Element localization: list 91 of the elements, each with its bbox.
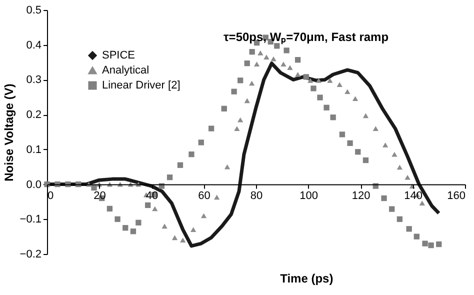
point bbox=[106, 206, 113, 212]
point bbox=[339, 132, 346, 138]
x-tick-label: 20 bbox=[94, 190, 106, 202]
y-tick-label: 0.5 bbox=[26, 4, 42, 16]
point bbox=[372, 126, 378, 131]
point bbox=[234, 126, 240, 131]
point bbox=[327, 78, 333, 83]
point bbox=[254, 62, 260, 66]
point bbox=[224, 164, 230, 170]
point bbox=[362, 157, 369, 164]
point bbox=[231, 88, 237, 94]
legend-label: Linear Driver [2] bbox=[102, 80, 180, 92]
point bbox=[208, 126, 214, 132]
y-tick-label: 0.0 bbox=[26, 178, 42, 191]
point bbox=[152, 206, 158, 212]
x-tick-label: 120 bbox=[352, 190, 370, 202]
point bbox=[248, 80, 255, 86]
point bbox=[198, 140, 204, 146]
point bbox=[352, 96, 358, 101]
point bbox=[177, 162, 184, 168]
point bbox=[200, 213, 207, 218]
point bbox=[362, 113, 369, 118]
point bbox=[162, 224, 168, 229]
point bbox=[294, 72, 301, 77]
point bbox=[355, 149, 361, 155]
point bbox=[419, 200, 425, 206]
point bbox=[414, 234, 420, 240]
point bbox=[284, 48, 290, 54]
x-tick-label: 0 bbox=[48, 190, 54, 202]
point bbox=[244, 98, 250, 104]
point bbox=[249, 49, 255, 55]
point bbox=[317, 94, 323, 100]
point bbox=[280, 62, 286, 66]
point bbox=[316, 78, 322, 83]
point bbox=[258, 50, 264, 56]
point bbox=[91, 184, 97, 191]
legend-label: Analytical bbox=[102, 64, 150, 76]
point bbox=[303, 74, 309, 80]
point bbox=[264, 54, 270, 60]
y-tick-label: −0.2 bbox=[20, 248, 42, 260]
point bbox=[180, 238, 186, 243]
y-tick-label: 0.3 bbox=[26, 74, 42, 86]
point bbox=[287, 65, 293, 70]
point bbox=[145, 202, 151, 208]
point bbox=[396, 164, 403, 170]
x-tick-label: 140 bbox=[404, 190, 422, 202]
point bbox=[396, 216, 403, 222]
point bbox=[406, 226, 412, 232]
point bbox=[389, 206, 395, 212]
y-tick-label: −0.1 bbox=[20, 214, 42, 226]
point bbox=[214, 194, 220, 200]
y-tick-label: 0.1 bbox=[26, 144, 42, 156]
x-tick-label: 60 bbox=[198, 190, 210, 202]
point bbox=[336, 82, 342, 88]
y-axis-title: Noise Voltage (V) bbox=[2, 84, 16, 182]
y-tick-label: 0.2 bbox=[26, 109, 42, 122]
point bbox=[324, 104, 330, 110]
text: τ=50ps, Wₚ=70μm, Fast ramp bbox=[223, 30, 389, 45]
x-axis-title: Time (ps) bbox=[280, 272, 334, 286]
y-tick-label: 0.4 bbox=[26, 39, 42, 52]
point bbox=[308, 78, 314, 83]
legend-label: SPICE bbox=[102, 50, 136, 62]
point bbox=[404, 174, 410, 180]
point bbox=[244, 60, 250, 66]
x-tick-label: 40 bbox=[146, 190, 158, 202]
point bbox=[310, 86, 316, 92]
point bbox=[122, 225, 128, 231]
x-tick-label: 160 bbox=[447, 190, 466, 202]
point bbox=[172, 235, 178, 240]
point bbox=[436, 241, 442, 248]
point bbox=[166, 174, 173, 180]
point bbox=[422, 240, 428, 246]
point bbox=[237, 117, 244, 122]
point bbox=[330, 114, 336, 120]
point bbox=[270, 56, 276, 62]
point bbox=[381, 195, 387, 202]
point bbox=[237, 78, 244, 84]
point bbox=[344, 89, 350, 94]
point bbox=[114, 216, 120, 222]
x-tick-label: 80 bbox=[250, 190, 263, 202]
point bbox=[428, 242, 434, 248]
point bbox=[221, 106, 227, 112]
point bbox=[130, 228, 136, 234]
point bbox=[190, 227, 196, 232]
point bbox=[294, 57, 301, 63]
point bbox=[347, 140, 353, 146]
point bbox=[382, 142, 388, 148]
point bbox=[136, 220, 142, 226]
point bbox=[188, 151, 194, 158]
x-tick-label: 100 bbox=[300, 190, 318, 202]
point bbox=[392, 152, 398, 157]
